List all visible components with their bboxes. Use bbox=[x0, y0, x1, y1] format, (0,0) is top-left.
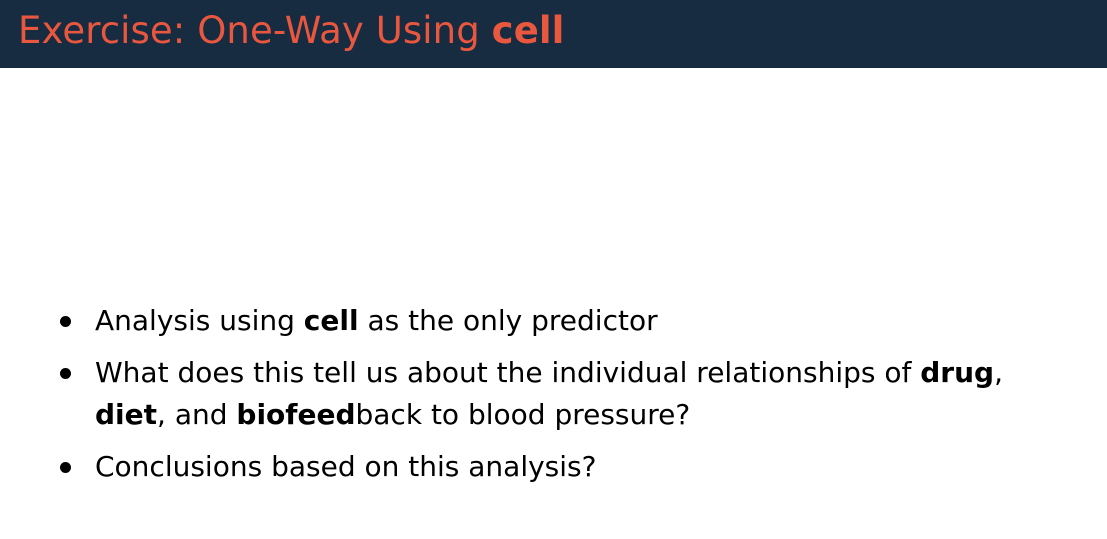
bullet-1-part-3: as the only predictor bbox=[358, 304, 658, 337]
bullet-list: Analysis using cell as the only predicto… bbox=[58, 300, 1078, 498]
bullet-2-part-1: What does this tell us about the individ… bbox=[95, 356, 921, 389]
slide-title: Exercise: One-Way Using cell bbox=[18, 9, 564, 53]
title-bar: Exercise: One-Way Using cell bbox=[0, 0, 1107, 68]
bullet-2-part-5: , and bbox=[157, 398, 237, 431]
bullet-item-2: What does this tell us about the individ… bbox=[58, 352, 1078, 436]
bullet-2-part-6: biofeed bbox=[236, 398, 356, 431]
bullet-text-3: Conclusions based on this analysis? bbox=[95, 450, 597, 483]
bullet-item-3: Conclusions based on this analysis? bbox=[58, 446, 1078, 488]
bullet-3-part-1: Conclusions based on this analysis? bbox=[95, 450, 597, 483]
bullet-2-part-2: drug bbox=[920, 356, 995, 389]
bullet-2-part-3: , bbox=[994, 356, 1003, 389]
bullet-text-2: What does this tell us about the individ… bbox=[95, 356, 1003, 431]
bullet-item-1: Analysis using cell as the only predicto… bbox=[58, 300, 1078, 342]
slide-title-prefix: Exercise: One-Way Using bbox=[18, 9, 492, 52]
bullet-2-part-4: diet bbox=[95, 398, 158, 431]
slide-title-emphasis: cell bbox=[491, 9, 565, 52]
bullet-1-part-2: cell bbox=[303, 304, 359, 337]
bullet-2-part-7: back to blood pressure? bbox=[355, 398, 691, 431]
bullet-icon bbox=[60, 462, 71, 473]
bullet-icon bbox=[60, 368, 71, 379]
bullet-text-1: Analysis using cell as the only predicto… bbox=[95, 304, 658, 337]
bullet-1-part-1: Analysis using bbox=[95, 304, 304, 337]
bullet-icon bbox=[60, 316, 71, 327]
